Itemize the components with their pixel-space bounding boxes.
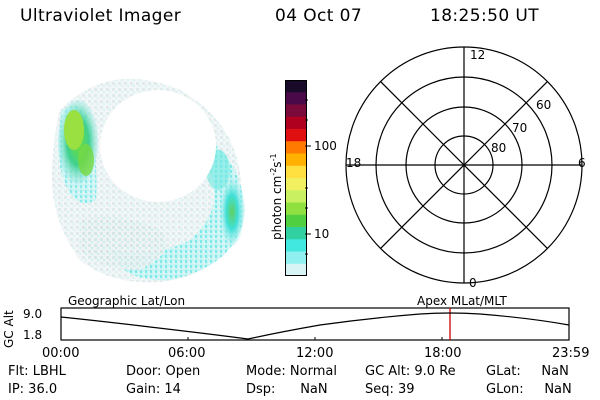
timeline-frame <box>60 307 570 341</box>
gain-status: Gain: 14 <box>126 382 181 397</box>
diag-2 <box>380 81 548 249</box>
door-status: Door: Open <box>126 364 201 379</box>
mlt-18-label: 18 <box>346 156 362 170</box>
lat-70-label: 70 <box>512 121 528 135</box>
colorbar-label: photon cm-2s-1 <box>269 153 284 240</box>
colorbar-segment <box>285 214 307 228</box>
lower-speckle <box>80 216 167 270</box>
lat-80-label: 80 <box>491 141 507 155</box>
glon-status: GLon: NaN <box>486 382 572 397</box>
altitude-timeline <box>60 307 570 341</box>
mode-status: Mode: Normal <box>246 364 337 379</box>
colorbar-frame <box>285 80 307 276</box>
colorbar-tick-10: 10 <box>314 227 330 241</box>
polar-cap <box>100 90 216 202</box>
filter-status: Flt: LBHL <box>8 364 66 379</box>
auroral-image <box>51 78 245 283</box>
mlt-6-label: 6 <box>578 156 586 170</box>
dsp-status: Dsp: NaN <box>246 382 328 397</box>
colorbar-segment <box>285 116 307 130</box>
colorbar-segment <box>285 202 307 216</box>
glat-status: GLat: NaN <box>486 364 569 379</box>
mlt-12-label: 12 <box>470 48 486 62</box>
right-bright-spot <box>220 178 244 246</box>
timeline-tick-4: 23:59 <box>552 346 590 361</box>
colorbar-segment <box>285 141 307 154</box>
colorbar-segment <box>285 190 307 203</box>
timeline-ymax: 9.0 <box>23 307 43 321</box>
instrument-title: Ultraviolet Imager <box>20 6 182 26</box>
date-label: 04 Oct 07 <box>275 6 363 26</box>
altitude-curve <box>60 312 570 340</box>
colorbar <box>285 80 307 277</box>
gc-alt-status: GC Alt: 9.0 Re <box>365 364 456 379</box>
colorbar-segment <box>285 178 307 191</box>
timeline-left-label: Geographic Lat/Lon <box>68 294 186 308</box>
timeline-tick-3: 18:00 <box>424 346 462 361</box>
seq-status: Seq: 39 <box>365 382 415 397</box>
colorbar-tick-100: 100 <box>314 139 337 153</box>
colorbar-ticks <box>305 99 311 255</box>
colorbar-segment <box>285 80 307 93</box>
timeline-tick-2: 12:00 <box>296 346 334 361</box>
colorbar-segment <box>285 129 307 142</box>
timeline-tick-1: 06:00 <box>168 346 206 361</box>
colorbar-segment <box>285 227 307 240</box>
mlt-0-label: 0 <box>469 276 477 290</box>
polar-plot <box>345 46 583 284</box>
timeline-ymin: 1.8 <box>23 328 43 342</box>
ip-status: IP: 36.0 <box>8 382 58 397</box>
colorbar-segment <box>285 263 307 277</box>
timeline-ylabel: GC Alt <box>2 310 16 348</box>
timeline-right-label: Apex MLat/MLT <box>417 294 507 308</box>
colorbar-segment <box>285 104 307 118</box>
left-core-2 <box>78 144 94 176</box>
colorbar-segment <box>285 251 307 265</box>
timeline-tick-0: 00:00 <box>42 346 80 361</box>
time-label: 18:25:50 UT <box>430 6 539 26</box>
colorbar-segment <box>285 239 307 252</box>
lat-60-label: 60 <box>536 98 552 112</box>
colorbar-segment <box>285 165 307 179</box>
colorbar-segment <box>285 92 307 105</box>
left-core <box>64 110 84 150</box>
colorbar-segment <box>285 153 307 167</box>
